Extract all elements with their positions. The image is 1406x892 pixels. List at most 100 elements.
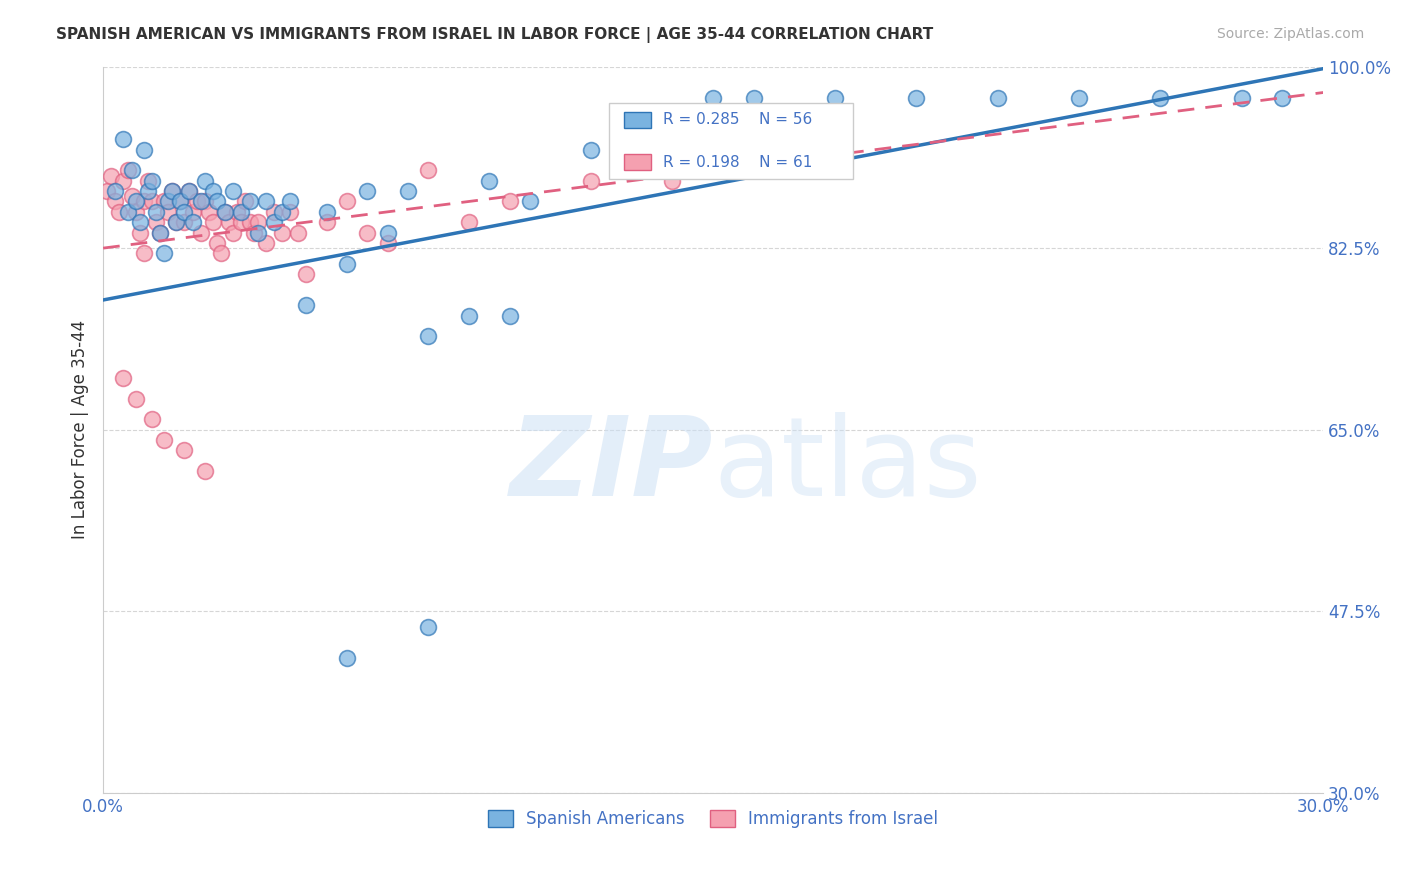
- Point: [141, 174, 163, 188]
- FancyBboxPatch shape: [624, 112, 651, 128]
- Point: [1069, 91, 1091, 105]
- Y-axis label: In Labor Force | Age 35-44: In Labor Force | Age 35-44: [72, 320, 89, 539]
- Point: [149, 226, 172, 240]
- Point: [235, 194, 257, 209]
- Point: [96, 184, 118, 198]
- Point: [181, 204, 204, 219]
- Point: [124, 194, 146, 209]
- FancyBboxPatch shape: [624, 154, 651, 170]
- Point: [396, 184, 419, 198]
- Point: [271, 204, 294, 219]
- Point: [121, 189, 143, 203]
- Text: R = 0.198    N = 61: R = 0.198 N = 61: [664, 155, 813, 170]
- Point: [336, 257, 359, 271]
- Point: [132, 194, 155, 209]
- Point: [231, 204, 253, 219]
- Point: [201, 184, 224, 198]
- Point: [145, 215, 167, 229]
- Point: [194, 464, 217, 478]
- Point: [295, 267, 318, 281]
- Point: [186, 194, 208, 209]
- Point: [104, 184, 127, 198]
- Point: [136, 174, 159, 188]
- Point: [271, 226, 294, 240]
- Point: [499, 309, 522, 323]
- Point: [222, 226, 245, 240]
- Point: [214, 204, 236, 219]
- Point: [145, 204, 167, 219]
- Point: [1230, 91, 1253, 105]
- Point: [165, 215, 187, 229]
- Point: [519, 194, 541, 209]
- Point: [222, 184, 245, 198]
- Point: [141, 194, 163, 209]
- Point: [742, 163, 765, 178]
- Point: [315, 204, 337, 219]
- Point: [112, 371, 135, 385]
- Point: [173, 204, 195, 219]
- Point: [128, 226, 150, 240]
- Point: [295, 298, 318, 312]
- Point: [141, 412, 163, 426]
- Point: [238, 215, 260, 229]
- Point: [194, 194, 217, 209]
- Point: [246, 226, 269, 240]
- Point: [226, 204, 249, 219]
- Text: R = 0.285    N = 56: R = 0.285 N = 56: [664, 112, 813, 127]
- Point: [153, 246, 176, 260]
- Point: [579, 143, 602, 157]
- Point: [702, 91, 724, 105]
- Point: [905, 91, 928, 105]
- Point: [418, 620, 440, 634]
- Point: [177, 184, 200, 198]
- Point: [173, 215, 195, 229]
- Point: [162, 184, 184, 198]
- Point: [190, 194, 212, 209]
- Point: [162, 184, 184, 198]
- Point: [418, 163, 440, 178]
- Point: [124, 392, 146, 406]
- Point: [214, 204, 236, 219]
- Point: [132, 143, 155, 157]
- Point: [377, 226, 399, 240]
- Point: [209, 246, 232, 260]
- Point: [201, 215, 224, 229]
- Point: [287, 226, 309, 240]
- Text: Source: ZipAtlas.com: Source: ZipAtlas.com: [1216, 27, 1364, 41]
- Point: [149, 226, 172, 240]
- Point: [278, 204, 301, 219]
- Point: [231, 215, 253, 229]
- Point: [153, 433, 176, 447]
- Point: [1149, 91, 1171, 105]
- Point: [108, 204, 131, 219]
- Point: [336, 194, 359, 209]
- Point: [336, 650, 359, 665]
- Point: [112, 132, 135, 146]
- Point: [254, 194, 277, 209]
- Point: [153, 194, 176, 209]
- Point: [112, 174, 135, 188]
- Point: [169, 194, 191, 209]
- Point: [263, 215, 285, 229]
- Point: [579, 174, 602, 188]
- Point: [169, 194, 191, 209]
- Point: [190, 226, 212, 240]
- Point: [620, 121, 643, 136]
- Point: [100, 169, 122, 183]
- Point: [242, 226, 264, 240]
- Point: [499, 194, 522, 209]
- Point: [121, 163, 143, 178]
- Point: [418, 329, 440, 343]
- Point: [356, 184, 378, 198]
- Point: [173, 443, 195, 458]
- Point: [181, 215, 204, 229]
- Point: [238, 194, 260, 209]
- Point: [377, 235, 399, 250]
- Point: [157, 194, 180, 209]
- Point: [661, 174, 683, 188]
- Point: [478, 174, 501, 188]
- Legend: Spanish Americans, Immigrants from Israel: Spanish Americans, Immigrants from Israe…: [481, 804, 945, 835]
- Text: atlas: atlas: [713, 412, 981, 519]
- Point: [742, 91, 765, 105]
- Point: [194, 174, 217, 188]
